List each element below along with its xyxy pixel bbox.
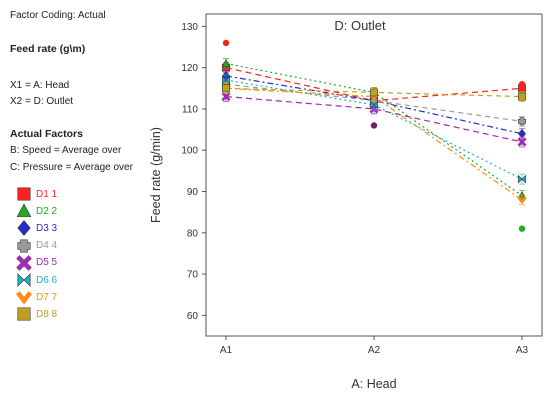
x-tick-label: A1 [220, 345, 233, 356]
legend-marker [16, 291, 32, 305]
observation-point [370, 122, 378, 129]
plot-frame [205, 13, 543, 337]
data-point [517, 196, 527, 205]
data-point [370, 100, 378, 110]
series-7 [221, 82, 527, 206]
x-tick-label: A3 [516, 345, 529, 356]
actual-factors-heading: Actual Factors [10, 128, 83, 140]
observation-point [222, 39, 230, 47]
legend-item: D1 1 [16, 186, 57, 202]
data-point [370, 88, 378, 97]
response-heading: Feed rate (g\m) [10, 43, 86, 55]
legend-marker [16, 254, 32, 271]
y-axis: 60 70 80 90 100 110 120 130 [181, 22, 206, 322]
data-point [518, 117, 526, 126]
x2-definition: X2 = D: Outlet [10, 96, 74, 107]
legend-item: D7 7 [16, 289, 57, 305]
x1-definition: X1 = A: Head [10, 80, 70, 91]
series-2 [221, 58, 527, 202]
data-point [517, 137, 527, 147]
legend-label: D4 4 [36, 240, 58, 252]
y-tick-label: 120 [181, 63, 198, 74]
legend-label: D5 5 [36, 257, 58, 269]
legend-marker [17, 273, 31, 287]
x-axis: A1 A2 A3 [220, 336, 529, 356]
y-tick-label: 90 [187, 187, 199, 198]
y-tick-label: 110 [182, 104, 198, 115]
legend-label: D8 8 [36, 308, 58, 320]
legend-item: D5 5 [16, 254, 58, 271]
legend-label: D7 7 [36, 291, 58, 303]
data-point [222, 75, 230, 85]
data-point [221, 92, 231, 102]
pressure-factor: C: Pressure = Average over [10, 162, 133, 173]
data-point [518, 174, 526, 184]
chart-title: D: Outlet [334, 18, 386, 33]
x-axis-title: A: Head [351, 377, 396, 391]
series-6 [222, 74, 526, 185]
legend-marker [17, 220, 31, 237]
legend-marker [17, 307, 31, 321]
legend-marker [17, 239, 31, 253]
y-tick-label: 100 [181, 146, 198, 157]
series-layer [221, 58, 527, 206]
data-point [518, 92, 526, 101]
y-tick-label: 80 [187, 228, 199, 239]
observation-point [518, 225, 526, 232]
legend-item: D4 4 [16, 238, 57, 254]
y-tick-label: 70 [187, 270, 199, 281]
legend-marker [16, 203, 32, 218]
data-point [221, 58, 231, 68]
legend-marker [17, 187, 31, 201]
factor-sidebar: Factor Coding: Actual Feed rate (g\m) X1… [0, 0, 172, 402]
factor-coding-label: Factor Coding: Actual [10, 10, 106, 21]
legend-label: D6 6 [36, 274, 58, 286]
legend-item: D6 6 [16, 272, 57, 288]
series-8 [222, 82, 526, 102]
legend-label: D3 3 [36, 222, 58, 234]
legend-item: D8 8 [16, 306, 57, 322]
series-line [225, 87, 523, 201]
observation-point [518, 80, 526, 88]
observation-layer [222, 39, 526, 232]
legend-label: D1 1 [36, 188, 58, 200]
legend-item: D2 2 [16, 203, 57, 219]
speed-factor: B: Speed = Average over [10, 145, 122, 156]
y-tick-label: 60 [187, 311, 199, 322]
x-tick-label: A2 [368, 345, 381, 356]
legend-label: D2 2 [36, 205, 58, 217]
legend-item: D3 3 [16, 220, 58, 237]
y-axis-title: Feed rate (g/min) [149, 127, 163, 223]
data-point [222, 84, 230, 93]
y-tick-label: 130 [181, 22, 198, 33]
